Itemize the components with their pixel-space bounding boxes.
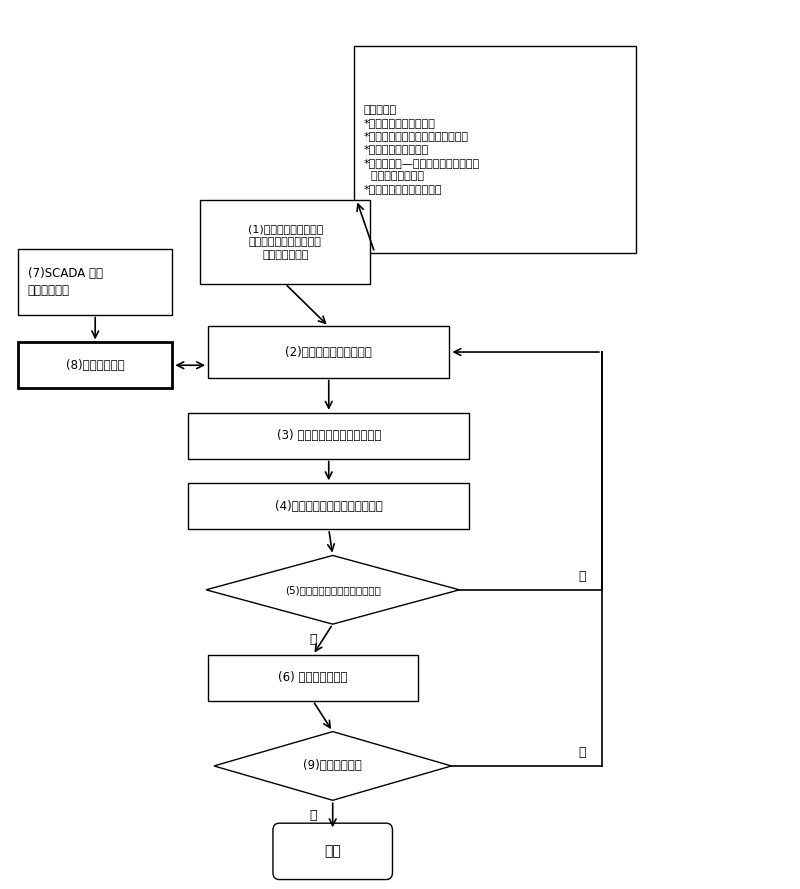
Text: 系统存有：
*水厂的基础情况与数据
*原水和工艺出水理化指标监测数据
*混凝剂实际投量数据
*预测「混凝—沉淀」工艺出水浊度的
  不确定性水质模型
*最佳混凝: 系统存有： *水厂的基础情况与数据 *原水和工艺出水理化指标监测数据 *混凝剂实… [364,105,480,194]
Text: (6) 选取混凝剂投昂: (6) 选取混凝剂投昂 [278,671,348,685]
FancyBboxPatch shape [188,484,470,529]
Polygon shape [206,556,459,624]
Text: (2)定时读取在线监测数据: (2)定时读取在线监测数据 [286,346,372,358]
Polygon shape [214,732,451,800]
FancyBboxPatch shape [200,200,370,284]
FancyBboxPatch shape [188,412,470,459]
FancyBboxPatch shape [273,823,393,879]
Text: (8)服务器数据库: (8)服务器数据库 [66,359,125,372]
Text: (9)是否结束预测: (9)是否结束预测 [303,759,362,773]
Text: 结束: 结束 [324,845,341,859]
Text: 是: 是 [309,633,317,646]
Text: (3) 工艺出水浊度概率分布预测: (3) 工艺出水浊度概率分布预测 [277,429,381,442]
Text: (4)确定混凝剂最佳投量取值范围: (4)确定混凝剂最佳投量取值范围 [275,500,382,513]
Text: (5)判断当前混凝剂设量是否合理: (5)判断当前混凝剂设量是否合理 [285,585,381,595]
Text: 否: 否 [578,746,586,759]
Text: 是: 是 [309,809,317,821]
FancyBboxPatch shape [18,249,172,315]
Text: 否: 否 [578,570,586,583]
Text: (7)SCADA 系统
进行在线监测: (7)SCADA 系统 进行在线监测 [27,267,102,297]
FancyBboxPatch shape [208,655,418,701]
FancyBboxPatch shape [18,342,172,388]
Text: (1)启动水处理混凝剂最
佳投昂预测系统软件（控
制台上运程控）: (1)启动水处理混凝剂最 佳投昂预测系统软件（控 制台上运程控） [247,224,323,260]
FancyBboxPatch shape [208,326,450,378]
FancyBboxPatch shape [354,46,635,253]
